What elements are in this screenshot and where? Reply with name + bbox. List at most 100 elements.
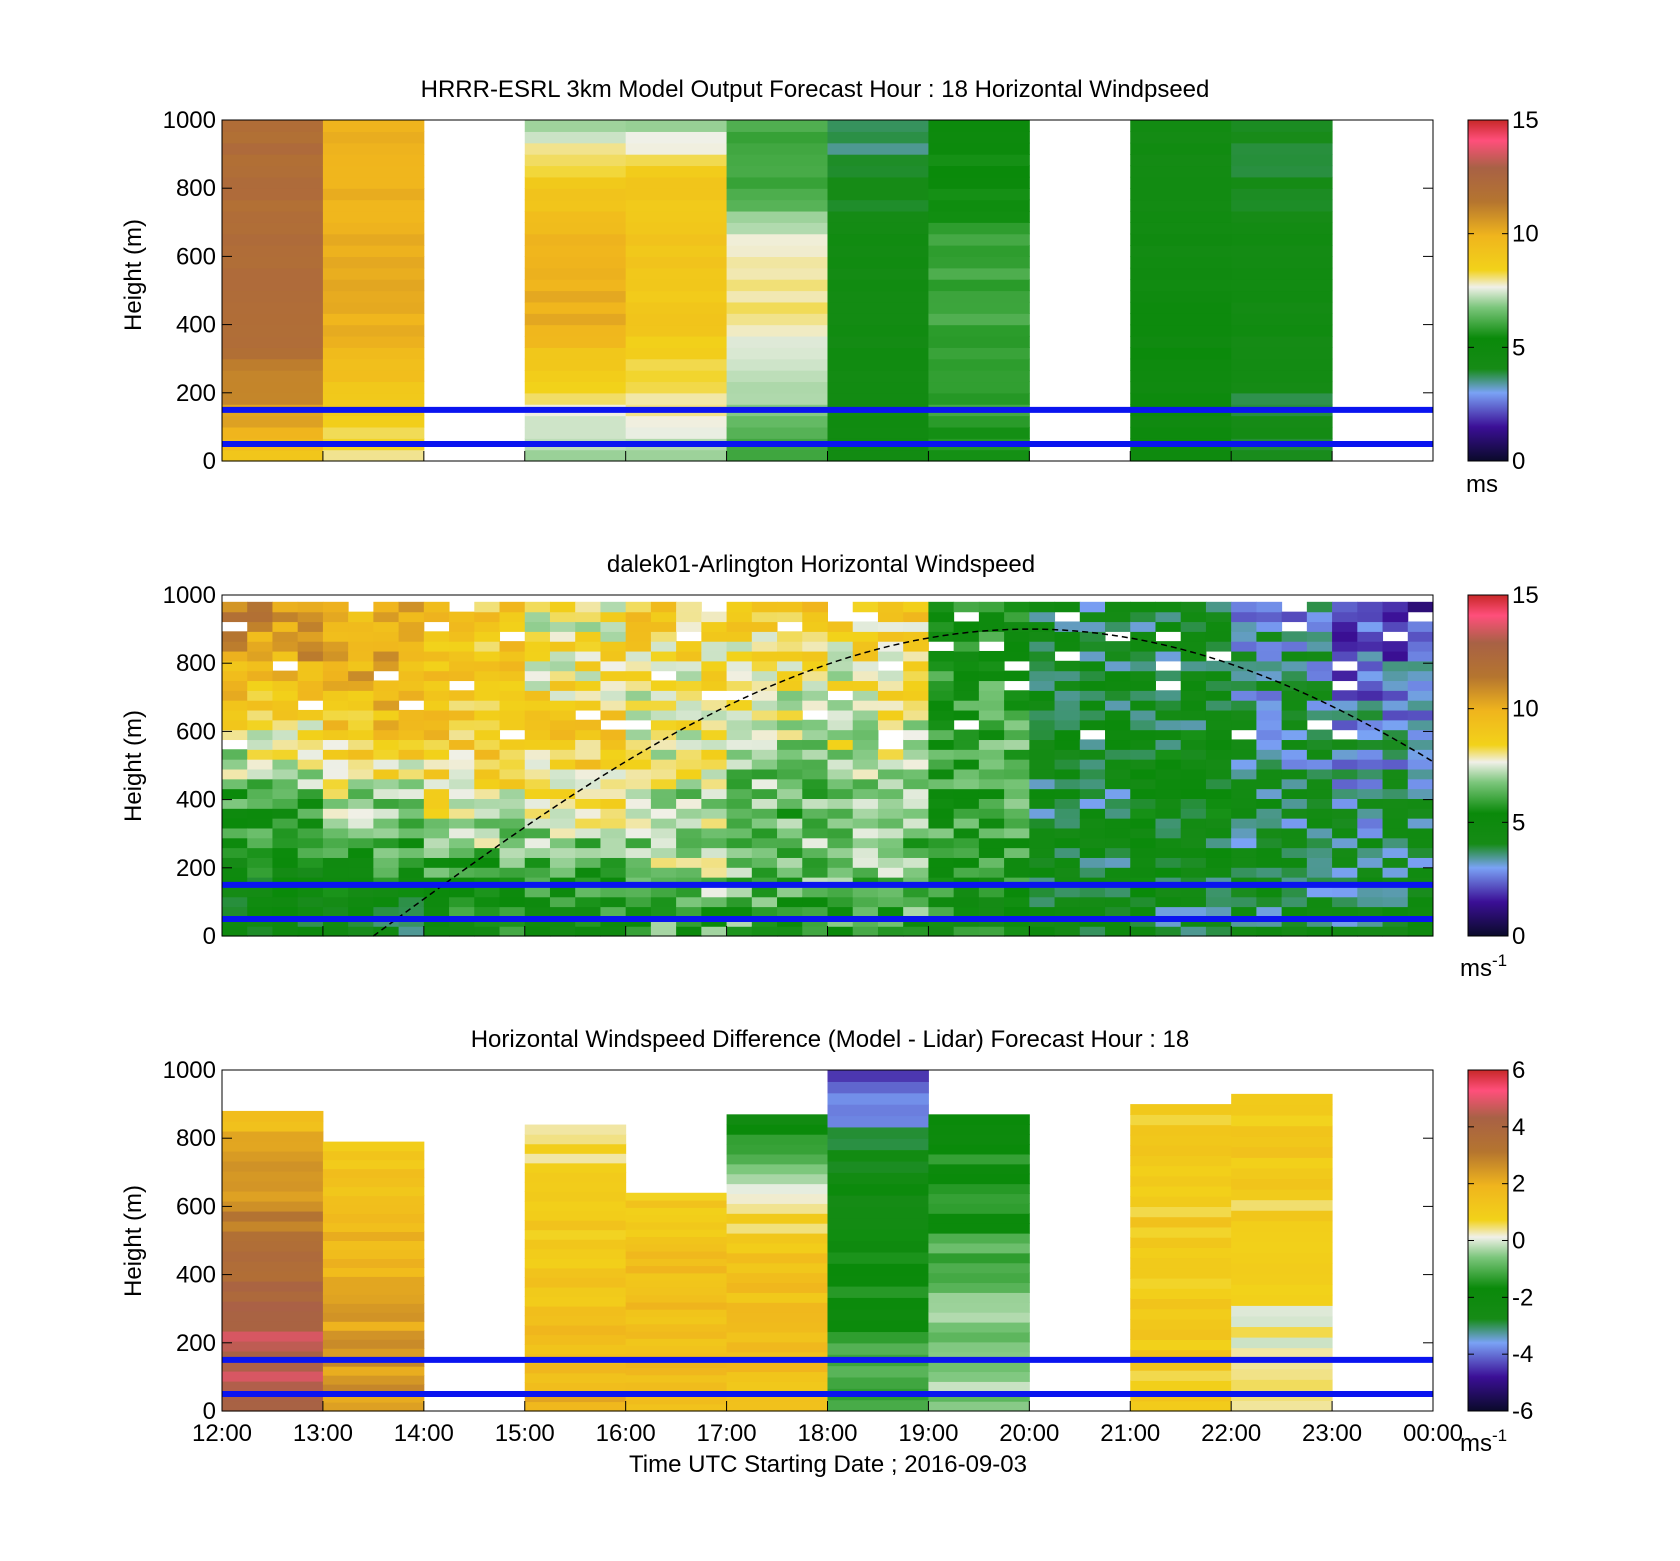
heatmap-cell [903, 808, 929, 819]
heatmap-cell [524, 690, 551, 701]
y-tick-label: 400 [176, 1262, 216, 1289]
heatmap-cell [1306, 857, 1333, 868]
heatmap-cell [650, 768, 677, 780]
heatmap-cell [625, 347, 728, 360]
heatmap-cell [751, 808, 778, 819]
heatmap-cell [1029, 601, 1056, 613]
heatmap-cell [1306, 700, 1333, 711]
heatmap-cell [524, 1258, 627, 1269]
heatmap-cell [272, 601, 299, 613]
heatmap-cell [726, 1242, 828, 1254]
heatmap-cell [222, 267, 324, 280]
heatmap-cell [726, 245, 828, 257]
heatmap-cell [953, 808, 980, 819]
heatmap-cell [777, 700, 803, 711]
heatmap-cell [827, 210, 929, 223]
heatmap-cell [423, 700, 450, 711]
heatmap-cell [1256, 631, 1283, 642]
heatmap-cell [322, 415, 425, 428]
heatmap-cell [802, 798, 828, 809]
heatmap-cell [802, 631, 828, 642]
heatmap-cell [877, 759, 904, 770]
heatmap-cell [322, 1258, 425, 1268]
heatmap-cell [1382, 808, 1409, 819]
heatmap-cell [222, 798, 248, 809]
heatmap-cell [322, 142, 425, 155]
heatmap-cell [297, 759, 324, 770]
heatmap-cell [1231, 313, 1333, 326]
heatmap-cell [222, 650, 248, 662]
heatmap-cell [928, 1341, 1030, 1353]
heatmap-cell [322, 358, 425, 371]
heatmap-cell [1231, 381, 1333, 394]
heatmap-cell [1205, 926, 1232, 937]
heatmap-cell [777, 798, 803, 809]
heatmap-cell [701, 729, 728, 741]
heatmap-cell [726, 886, 753, 898]
heatmap-cell [449, 896, 475, 908]
y-tick-label: 1000 [163, 582, 216, 609]
heatmap-cell [1382, 700, 1409, 711]
heatmap-cell [423, 798, 450, 809]
heatmap-cell [928, 256, 1030, 269]
heatmap-cell [726, 267, 828, 280]
heatmap-cell [1180, 690, 1207, 701]
heatmap-cell [449, 837, 475, 849]
heatmap-cell [524, 120, 627, 132]
heatmap-cell [222, 1210, 324, 1222]
heatmap-cell [322, 700, 349, 711]
heatmap-cell [600, 886, 627, 898]
heatmap-cell [978, 896, 1005, 908]
heatmap-cell [777, 660, 803, 672]
heatmap-cell [1105, 818, 1131, 829]
heatmap-cell [247, 621, 273, 632]
heatmap-cell [1130, 449, 1232, 462]
heatmap-cell [575, 700, 601, 711]
heatmap-cell [600, 818, 627, 829]
heatmap-cell [1231, 690, 1257, 701]
heatmap-cell [297, 709, 324, 721]
heatmap-cell [625, 256, 728, 269]
heatmap-cell [1205, 818, 1232, 829]
heatmap-cell [499, 759, 526, 770]
x-tick-label: 12:00 [192, 1420, 252, 1447]
heatmap-cell [625, 188, 728, 201]
heatmap-cell [1130, 719, 1156, 731]
heatmap-cell [600, 837, 627, 849]
heatmap-cell [1281, 709, 1308, 721]
heatmap-cell [701, 818, 728, 829]
heatmap-cell [625, 1381, 728, 1390]
colorbar-tick-label: 5 [1512, 809, 1525, 836]
heatmap-cell [953, 906, 980, 917]
heatmap-cell [1180, 847, 1207, 858]
heatmap-cell [222, 857, 248, 868]
heatmap-cell [524, 641, 551, 652]
heatmap-cell [549, 808, 576, 819]
heatmap-cell [524, 798, 551, 809]
heatmap-cell [978, 650, 1005, 662]
heatmap-cell [423, 680, 450, 691]
heatmap-cell [827, 768, 854, 780]
heatmap-cell [272, 700, 299, 711]
heatmap-cell [1180, 857, 1207, 868]
heatmap-cell [726, 1321, 828, 1333]
heatmap-cell [373, 798, 400, 809]
heatmap-cell [247, 906, 273, 917]
heatmap-cell [322, 857, 349, 868]
heatmap-cell [1382, 827, 1409, 839]
heatmap-cell [1130, 1216, 1232, 1228]
heatmap-cell [348, 670, 374, 682]
heatmap-cell [549, 778, 576, 790]
heatmap-cell [1130, 906, 1156, 917]
heatmap-cell [1130, 847, 1156, 858]
heatmap-cell [1205, 641, 1232, 652]
heatmap-cell [701, 837, 728, 849]
heatmap-cell [777, 768, 803, 780]
heatmap-cell [777, 906, 803, 917]
heatmap-cell [398, 808, 425, 819]
heatmap-cell [1130, 808, 1156, 819]
heatmap-cell [1155, 641, 1182, 652]
heatmap-cell [903, 788, 929, 799]
heatmap-cell [928, 1321, 1030, 1333]
heatmap-cell [600, 778, 627, 790]
